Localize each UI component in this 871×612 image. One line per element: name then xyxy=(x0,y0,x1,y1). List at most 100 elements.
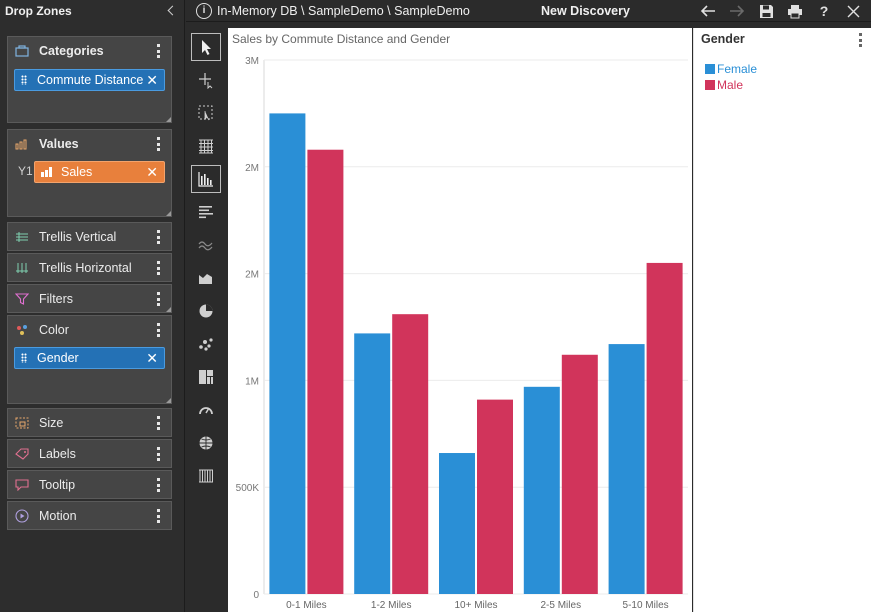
y1-axis-label: Y1 xyxy=(18,164,33,178)
bar-male[interactable] xyxy=(307,149,344,594)
close-icon[interactable] xyxy=(841,1,865,21)
bar-female[interactable] xyxy=(269,113,306,595)
values-menu-icon[interactable] xyxy=(157,137,161,151)
print-icon[interactable] xyxy=(783,1,807,21)
tooltip-zone[interactable]: Tooltip xyxy=(7,470,172,499)
save-icon[interactable] xyxy=(754,1,778,21)
categories-zone[interactable]: Categories Commute Distance ✕ xyxy=(7,36,172,123)
motion-zone[interactable]: Motion xyxy=(7,501,172,530)
scatter-chart-button[interactable] xyxy=(191,330,221,358)
remove-chip-icon[interactable]: ✕ xyxy=(146,72,158,88)
color-palette-icon xyxy=(15,323,29,337)
filter-funnel-icon xyxy=(15,292,29,306)
breadcrumb: In-Memory DB \ SampleDemo \ SampleDemo xyxy=(217,3,470,18)
filters-menu-icon[interactable] xyxy=(157,292,161,306)
page-title[interactable]: New Discovery xyxy=(541,3,630,18)
trellis-horizontal-zone[interactable]: Trellis Horizontal xyxy=(7,253,172,282)
y-tick-label: 0 xyxy=(253,590,259,601)
bar-chart-button[interactable] xyxy=(191,198,221,226)
crosshair-tool-button[interactable] xyxy=(191,66,221,94)
pivot-table-button[interactable] xyxy=(191,462,221,490)
chart-canvas[interactable]: Sales by Commute Distance and Gender 0 50… xyxy=(228,28,692,612)
globe-map-icon xyxy=(199,436,213,450)
help-icon[interactable]: ? xyxy=(819,3,829,19)
trellis-vertical-menu-icon[interactable] xyxy=(157,230,161,244)
resize-corner-icon xyxy=(166,117,171,122)
bar-female[interactable] xyxy=(523,386,560,594)
drag-handle-icon[interactable] xyxy=(21,75,27,85)
forward-arrow-icon[interactable] xyxy=(725,1,749,21)
back-arrow-icon[interactable] xyxy=(696,1,720,21)
trellis-horizontal-menu-icon[interactable] xyxy=(157,261,161,275)
info-icon[interactable]: i xyxy=(196,2,212,19)
categories-zone-header: Categories xyxy=(8,37,171,65)
size-label: Size xyxy=(39,416,64,430)
bar-male[interactable] xyxy=(561,354,598,594)
y-tick-label: 2M xyxy=(245,270,259,281)
crosshair-icon xyxy=(199,73,213,89)
pointer-icon xyxy=(202,40,211,55)
marquee-select-button[interactable] xyxy=(191,99,221,127)
motion-menu-icon[interactable] xyxy=(157,509,161,523)
categories-menu-icon[interactable] xyxy=(157,44,161,58)
top-bar: i In-Memory DB \ SampleDemo \ SampleDemo… xyxy=(186,0,871,22)
sales-chip-label: Sales xyxy=(61,165,93,179)
column-chart-button[interactable] xyxy=(191,165,221,193)
speech-bubble-icon xyxy=(15,478,29,492)
tooltip-zone-header: Tooltip xyxy=(8,471,171,499)
x-tick-label: 2-5 Miles xyxy=(541,600,582,611)
motion-label: Motion xyxy=(39,509,77,523)
y-tick-label: 500K xyxy=(236,483,260,494)
play-circle-icon xyxy=(15,509,29,523)
y-tick-label: 3M xyxy=(245,56,259,67)
line-chart-icon xyxy=(198,241,213,251)
remove-chip-icon[interactable]: ✕ xyxy=(146,164,158,180)
size-zone-header: Size xyxy=(8,409,171,437)
bar-female[interactable] xyxy=(608,344,645,594)
labels-zone[interactable]: Labels xyxy=(7,439,172,468)
line-chart-button[interactable] xyxy=(191,231,221,259)
bar-chart-icon xyxy=(199,206,213,219)
gender-chip[interactable]: Gender ✕ xyxy=(14,347,165,369)
filters-label: Filters xyxy=(39,292,74,306)
bar-female[interactable] xyxy=(439,453,475,594)
drag-handle-icon[interactable] xyxy=(21,353,27,363)
pie-chart-button[interactable] xyxy=(191,297,221,325)
commute-distance-chip[interactable]: Commute Distance ✕ xyxy=(14,69,165,91)
size-zone[interactable]: Size xyxy=(7,408,172,437)
bar-female[interactable] xyxy=(354,333,391,594)
values-zone[interactable]: Values Y1 Sales ✕ xyxy=(7,129,172,217)
sales-chip[interactable]: Sales ✕ xyxy=(34,161,165,183)
labels-label: Labels xyxy=(39,447,76,461)
trellis-vertical-zone[interactable]: Trellis Vertical xyxy=(7,222,172,251)
filters-zone[interactable]: Filters xyxy=(7,284,172,313)
area-chart-button[interactable] xyxy=(191,264,221,292)
treemap-button[interactable] xyxy=(191,363,221,391)
tooltip-menu-icon[interactable] xyxy=(157,478,161,492)
x-tick-label: 0-1 Miles xyxy=(286,600,327,611)
column-chart[interactable]: 0 500K 1M 2M 2M 3M 0-1 Miles 1-2 Miles 10+ Miles… xyxy=(228,28,692,612)
gauge-button[interactable] xyxy=(191,396,221,424)
labels-zone-header: Labels xyxy=(8,440,171,468)
chart-title: Sales by Commute Distance and Gender xyxy=(232,32,451,46)
globe-map-button[interactable] xyxy=(191,429,221,457)
color-zone[interactable]: Color Gender ✕ xyxy=(7,315,172,404)
legend-item-female[interactable]: Female xyxy=(705,62,757,76)
bar-male[interactable] xyxy=(477,399,513,594)
color-menu-icon[interactable] xyxy=(157,323,161,337)
gender-chip-label: Gender xyxy=(37,351,79,365)
sales-bar-icon xyxy=(41,167,53,177)
values-icon xyxy=(15,137,29,151)
pointer-tool-button[interactable] xyxy=(191,33,221,61)
legend-item-male[interactable]: Male xyxy=(705,78,743,92)
bar-male[interactable] xyxy=(646,262,683,594)
remove-chip-icon[interactable]: ✕ xyxy=(146,350,158,366)
grid-table-button[interactable] xyxy=(191,132,221,160)
legend-menu-icon[interactable] xyxy=(859,33,862,47)
collapse-panel-icon[interactable] xyxy=(164,4,178,18)
size-menu-icon[interactable] xyxy=(157,416,161,430)
legend-panel: Gender Female Male xyxy=(693,28,871,612)
labels-menu-icon[interactable] xyxy=(157,447,161,461)
bar-male[interactable] xyxy=(392,314,429,594)
